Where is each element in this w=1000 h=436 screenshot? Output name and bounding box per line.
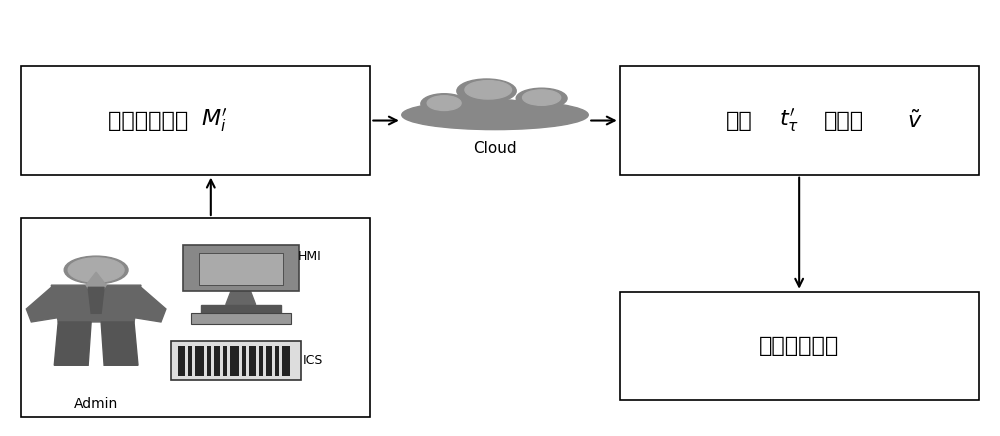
Text: ICS: ICS <box>303 354 323 368</box>
FancyBboxPatch shape <box>620 66 979 175</box>
FancyBboxPatch shape <box>191 313 291 324</box>
Text: 选择新的向量: 选择新的向量 <box>108 110 196 130</box>
Polygon shape <box>86 272 106 300</box>
Polygon shape <box>26 287 58 322</box>
Ellipse shape <box>523 90 561 106</box>
Circle shape <box>68 258 124 282</box>
FancyBboxPatch shape <box>195 346 204 376</box>
FancyBboxPatch shape <box>249 346 256 376</box>
Text: Admin: Admin <box>74 397 118 411</box>
Polygon shape <box>54 322 91 365</box>
Polygon shape <box>51 285 141 322</box>
Polygon shape <box>226 292 256 305</box>
FancyBboxPatch shape <box>199 252 283 285</box>
Ellipse shape <box>421 94 467 114</box>
Polygon shape <box>134 287 166 322</box>
Ellipse shape <box>402 100 588 129</box>
FancyBboxPatch shape <box>183 245 299 291</box>
Ellipse shape <box>465 81 512 99</box>
Circle shape <box>64 256 128 284</box>
FancyBboxPatch shape <box>178 346 185 376</box>
Text: $\tilde{v}$: $\tilde{v}$ <box>907 109 922 132</box>
Text: HMI: HMI <box>298 251 321 263</box>
Polygon shape <box>201 305 281 313</box>
Polygon shape <box>101 322 138 365</box>
Ellipse shape <box>516 88 567 109</box>
FancyBboxPatch shape <box>230 346 239 376</box>
Ellipse shape <box>487 100 529 119</box>
Text: 更新访问策略: 更新访问策略 <box>759 336 839 356</box>
FancyBboxPatch shape <box>171 341 301 381</box>
FancyBboxPatch shape <box>21 66 370 175</box>
Text: $M_i'$: $M_i'$ <box>201 107 228 134</box>
FancyBboxPatch shape <box>242 346 246 376</box>
FancyBboxPatch shape <box>188 346 192 376</box>
FancyBboxPatch shape <box>21 218 370 417</box>
FancyBboxPatch shape <box>259 346 263 376</box>
Ellipse shape <box>457 79 516 103</box>
FancyBboxPatch shape <box>207 346 211 376</box>
FancyBboxPatch shape <box>620 292 979 400</box>
FancyBboxPatch shape <box>275 346 279 376</box>
FancyBboxPatch shape <box>266 346 272 376</box>
Text: Cloud: Cloud <box>473 141 517 156</box>
Text: $t_{\tau}'$: $t_{\tau}'$ <box>779 107 799 134</box>
Ellipse shape <box>427 96 461 110</box>
FancyBboxPatch shape <box>282 346 290 376</box>
Text: 和向量: 和向量 <box>824 110 864 130</box>
Text: 选择: 选择 <box>726 110 753 130</box>
FancyBboxPatch shape <box>214 346 220 376</box>
FancyBboxPatch shape <box>223 346 227 376</box>
Polygon shape <box>88 287 104 313</box>
